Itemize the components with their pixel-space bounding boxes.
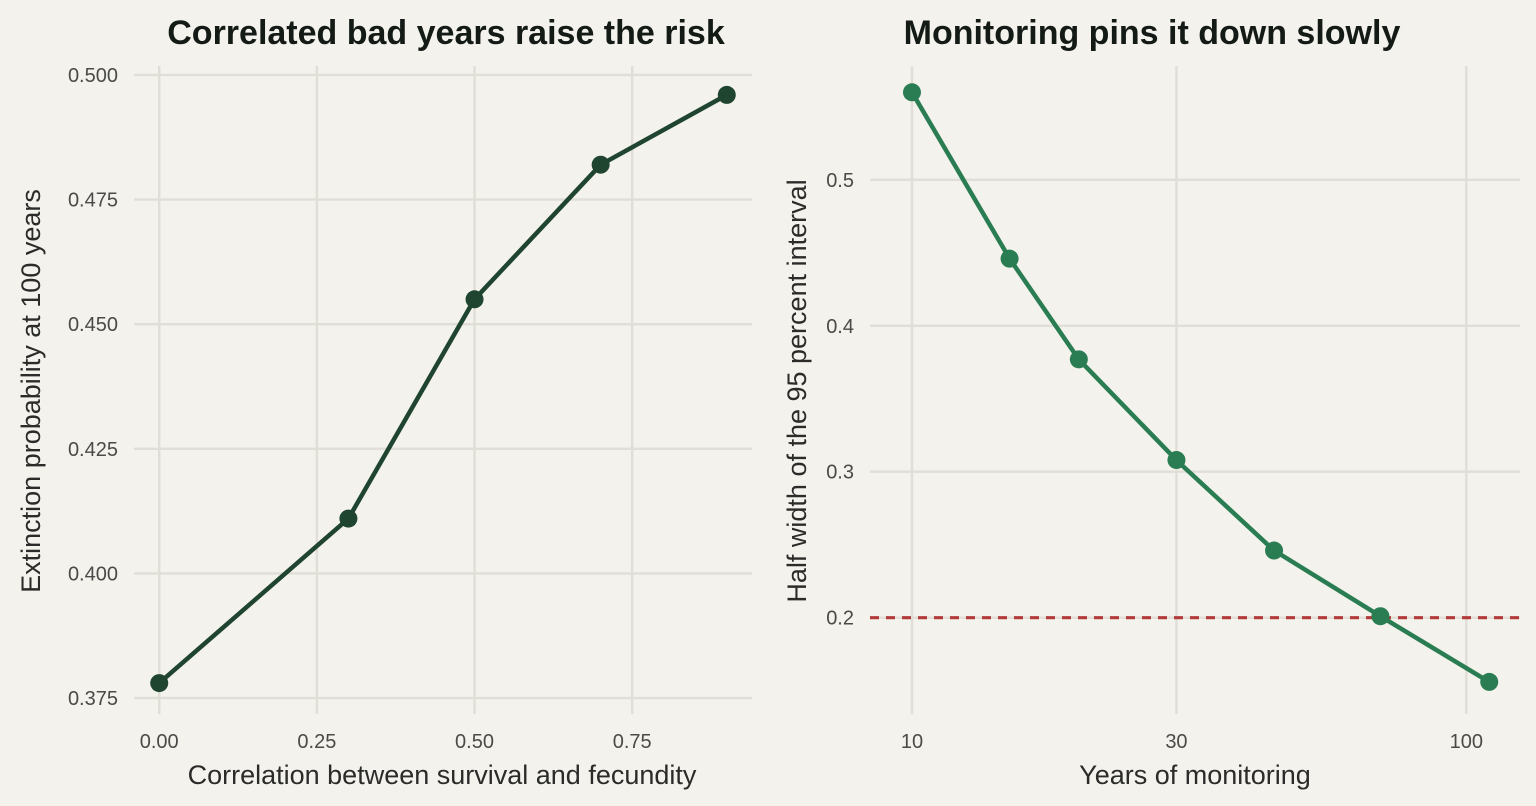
data-point [591,155,610,174]
left-gridlines [134,66,752,714]
x-tick-label: 0.75 [613,731,652,753]
y-tick-label: 0.375 [68,688,118,710]
right-y-axis-label: Half width of the 95 percent interval [782,179,812,602]
right-panel: Monitoring pins it down slowly 0.2 0.3 0.4… [782,14,1520,790]
x-tick-label: 100 [1450,731,1483,753]
x-tick-label: 0.50 [455,731,494,753]
data-point [1000,249,1019,268]
x-tick-label: 10 [901,731,923,753]
right-y-tick-labels: 0.2 0.3 0.4 0.5 [826,170,854,630]
left-x-axis-label: Correlation between survival and fecundi… [188,760,697,790]
right-x-axis-label: Years of monitoring [1079,760,1311,790]
data-point [1265,541,1284,560]
data-point [339,509,358,528]
left-panel: Correlated bad years raise the risk 0.37… [16,14,752,790]
y-tick-label: 0.400 [68,563,118,585]
left-series-points [150,85,736,693]
y-tick-label: 0.3 [826,462,854,484]
y-tick-label: 0.425 [68,439,118,461]
data-point [902,83,921,102]
y-tick-label: 0.500 [68,65,118,87]
y-tick-label: 0.2 [826,608,854,630]
left-x-tick-labels: 0.00 0.25 0.50 0.75 [140,731,652,753]
x-tick-label: 0.25 [297,731,336,753]
left-y-axis-label: Extinction probability at 100 years [16,189,46,593]
left-chart-title: Correlated bad years raise the risk [167,14,725,52]
x-tick-label: 30 [1165,731,1187,753]
left-series-line [157,92,728,685]
data-point [717,85,736,104]
right-x-tick-labels: 10 30 100 [901,731,1483,753]
data-point [1371,607,1390,626]
left-y-tick-labels: 0.375 0.400 0.425 0.450 0.475 0.500 [68,65,118,710]
y-tick-label: 0.4 [826,316,854,338]
data-point [465,290,484,309]
right-chart-title: Monitoring pins it down slowly [904,14,1401,52]
y-tick-label: 0.5 [826,170,854,192]
x-tick-label: 0.00 [140,731,179,753]
y-tick-label: 0.475 [68,190,118,212]
right-gridlines [870,66,1520,714]
data-point [1069,350,1088,369]
y-tick-label: 0.450 [68,314,118,336]
data-point [1480,672,1499,691]
data-point [150,674,169,693]
data-point [1167,451,1186,470]
right-series-points [902,83,1499,691]
